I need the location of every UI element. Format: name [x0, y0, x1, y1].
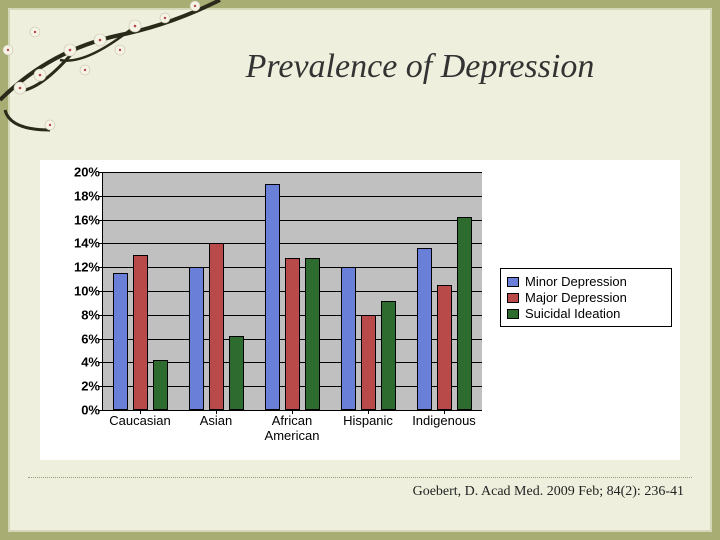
bar	[265, 184, 280, 410]
y-tick-label: 12%	[50, 260, 100, 275]
bar	[189, 267, 204, 410]
y-tick-mark	[98, 196, 102, 197]
slide-title: Prevalence of Depression	[10, 48, 710, 86]
y-tick-mark	[98, 267, 102, 268]
bar	[457, 217, 472, 410]
y-tick-label: 6%	[50, 331, 100, 346]
slide-frame: Prevalence of Depression Minor Depressio…	[8, 8, 712, 532]
y-tick-mark	[98, 362, 102, 363]
y-tick-mark	[98, 172, 102, 173]
bar	[341, 267, 356, 410]
bar	[361, 315, 376, 410]
y-tick-mark	[98, 386, 102, 387]
y-tick-mark	[98, 291, 102, 292]
legend-label: Minor Depression	[525, 274, 627, 289]
legend-item: Minor Depression	[507, 274, 665, 289]
gridline	[102, 172, 482, 173]
legend-swatch	[507, 309, 519, 319]
y-tick-mark	[98, 410, 102, 411]
bar	[209, 243, 224, 410]
bar	[153, 360, 168, 410]
citation-text: Goebert, D. Acad Med. 2009 Feb; 84(2): 2…	[413, 484, 684, 500]
chart-legend: Minor DepressionMajor DepressionSuicidal…	[500, 268, 672, 327]
y-tick-label: 8%	[50, 307, 100, 322]
bar	[229, 336, 244, 410]
footer-rule	[28, 477, 692, 478]
y-tick-label: 4%	[50, 355, 100, 370]
bar	[437, 285, 452, 410]
bar	[305, 258, 320, 410]
y-tick-label: 10%	[50, 284, 100, 299]
x-tick-label: Indigenous	[406, 414, 482, 429]
gridline	[102, 243, 482, 244]
y-tick-label: 14%	[50, 236, 100, 251]
legend-item: Suicidal Ideation	[507, 306, 665, 321]
y-tick-mark	[98, 220, 102, 221]
legend-swatch	[507, 277, 519, 287]
gridline	[102, 196, 482, 197]
y-tick-label: 20%	[50, 165, 100, 180]
y-tick-mark	[98, 243, 102, 244]
chart-plot	[102, 172, 482, 410]
y-tick-label: 0%	[50, 403, 100, 418]
legend-item: Major Depression	[507, 290, 665, 305]
bar	[417, 248, 432, 410]
bar	[113, 273, 128, 410]
x-tick-label: Hispanic	[330, 414, 406, 429]
legend-label: Major Depression	[525, 290, 627, 305]
y-tick-mark	[98, 315, 102, 316]
bar	[381, 301, 396, 410]
y-tick-label: 18%	[50, 188, 100, 203]
legend-label: Suicidal Ideation	[525, 306, 620, 321]
legend-swatch	[507, 293, 519, 303]
gridline	[102, 220, 482, 221]
bar	[133, 255, 148, 410]
x-tick-label: Asian	[178, 414, 254, 429]
bar	[285, 258, 300, 410]
y-tick-mark	[98, 339, 102, 340]
y-tick-label: 2%	[50, 379, 100, 394]
x-tick-label: Caucasian	[102, 414, 178, 429]
y-axis	[102, 172, 103, 410]
x-tick-label: African American	[254, 414, 330, 444]
y-tick-label: 16%	[50, 212, 100, 227]
chart-container: Minor DepressionMajor DepressionSuicidal…	[40, 160, 680, 460]
